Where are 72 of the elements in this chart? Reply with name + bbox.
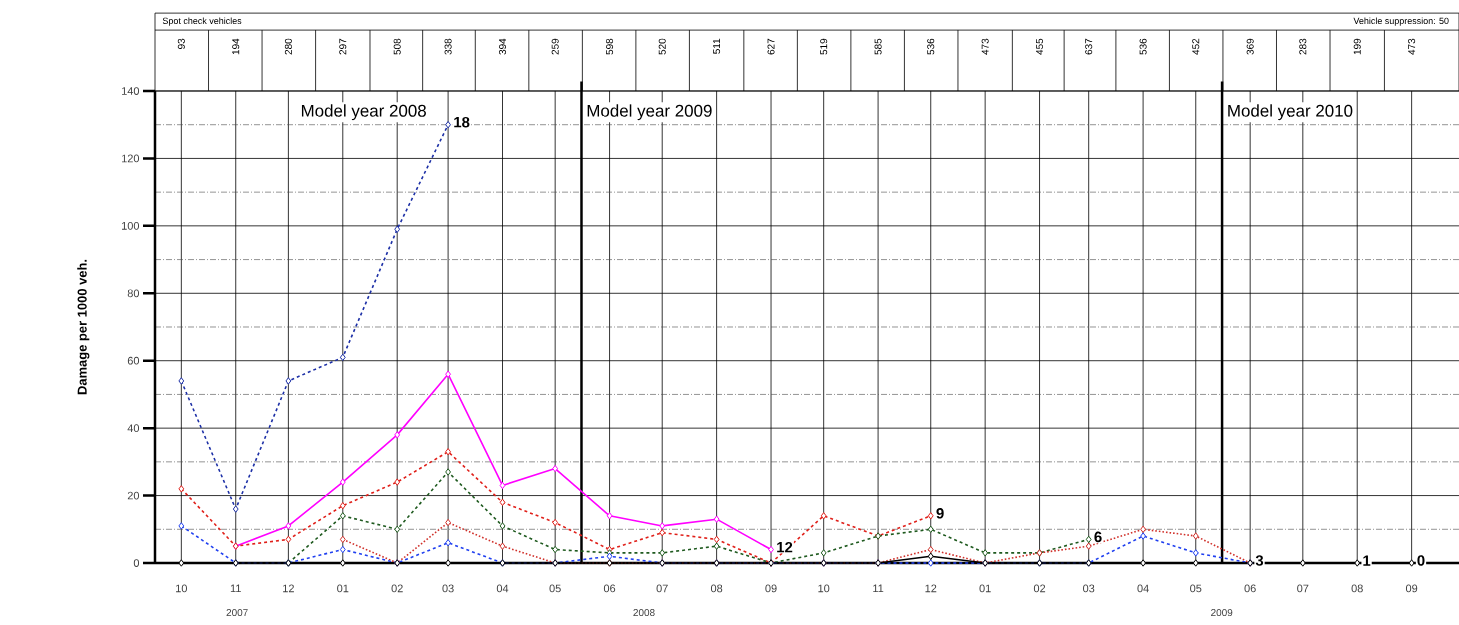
text: 194 (232, 38, 240, 55)
text: 283 (1299, 38, 1307, 55)
annotation: 3 (1255, 555, 1264, 566)
text: 259 (551, 38, 559, 55)
x-tick-label: 01 (979, 584, 991, 593)
annotation: 18 (454, 116, 470, 128)
x-tick-label: 04 (496, 584, 509, 593)
text: 536 (1139, 38, 1147, 55)
y-tick-label: 100 (122, 221, 140, 230)
text: 519 (820, 38, 828, 55)
text: 338 (444, 38, 452, 55)
x-tick-label: 03 (442, 584, 454, 593)
text: 455 (1036, 38, 1044, 55)
text: 2008 (633, 609, 655, 617)
y-tick-label: 80 (127, 289, 140, 298)
text: 280 (284, 38, 292, 55)
y-tick-label: 0 (133, 559, 140, 567)
text: 452 (1192, 38, 1200, 55)
y-tick-label: 40 (127, 424, 140, 433)
text: 536 (927, 38, 935, 55)
x-tick-label: 07 (1297, 584, 1309, 593)
text: 598 (606, 38, 614, 55)
annotation: 9 (936, 508, 944, 519)
text: 508 (393, 38, 401, 55)
x-tick-label: 08 (1351, 584, 1363, 593)
text: Vehicle suppression: 50 (1353, 17, 1449, 26)
ref-line-label: Model year 2009 (587, 104, 712, 121)
x-tick-label: 12 (925, 584, 937, 593)
annotation: Model year 2008 (301, 104, 426, 121)
x-tick-label: 10 (818, 584, 830, 593)
text: 394 (498, 38, 507, 55)
y-axis-title: Damage per 1000 veh. (77, 259, 90, 395)
x-tick-label: 01 (337, 584, 349, 593)
ref-line-label: Model year 2010 (1228, 104, 1353, 121)
x-tick-label: 03 (1083, 584, 1095, 593)
x-tick-label: 04 (1137, 584, 1149, 593)
x-tick-label: 05 (1190, 584, 1202, 593)
annotation: 1 (1363, 555, 1371, 566)
x-tick-label: 10 (176, 584, 187, 593)
text: 93 (177, 38, 185, 49)
text: 511 (713, 38, 721, 54)
text: 627 (767, 38, 775, 55)
text: 369 (1246, 38, 1254, 55)
annotation: 0 (1417, 555, 1425, 566)
text: 520 (658, 38, 666, 55)
x-tick-label: 06 (603, 584, 616, 593)
x-tick-label: 07 (656, 584, 668, 593)
x-tick-label: 11 (873, 584, 884, 593)
y-tick-label: 20 (127, 491, 140, 500)
x-tick-label: 11 (230, 584, 241, 593)
annotation: 6 (1094, 531, 1102, 543)
x-tick-label: 06 (1244, 584, 1256, 593)
y-tick-label: 140 (122, 87, 140, 95)
x-tick-label: 12 (283, 584, 294, 593)
text: Spot check vehicles (162, 17, 242, 26)
text: 473 (981, 38, 989, 55)
x-tick-label: 02 (391, 584, 403, 593)
annotation: 12 (777, 541, 793, 553)
text: 2007 (226, 609, 248, 617)
text: 297 (339, 38, 347, 55)
x-tick-label: 05 (549, 584, 561, 593)
text: 199 (1353, 38, 1361, 55)
y-tick-label: 120 (122, 154, 140, 163)
x-tick-label: 09 (765, 584, 777, 593)
text: 473 (1408, 38, 1416, 55)
y-tick-label: 60 (127, 356, 140, 365)
text: 585 (874, 38, 882, 55)
text: 2009 (1211, 609, 1233, 617)
x-tick-label: 09 (1405, 584, 1418, 593)
x-tick-label: 02 (1033, 584, 1046, 593)
x-tick-label: 08 (710, 584, 723, 593)
text: 637 (1085, 38, 1093, 55)
